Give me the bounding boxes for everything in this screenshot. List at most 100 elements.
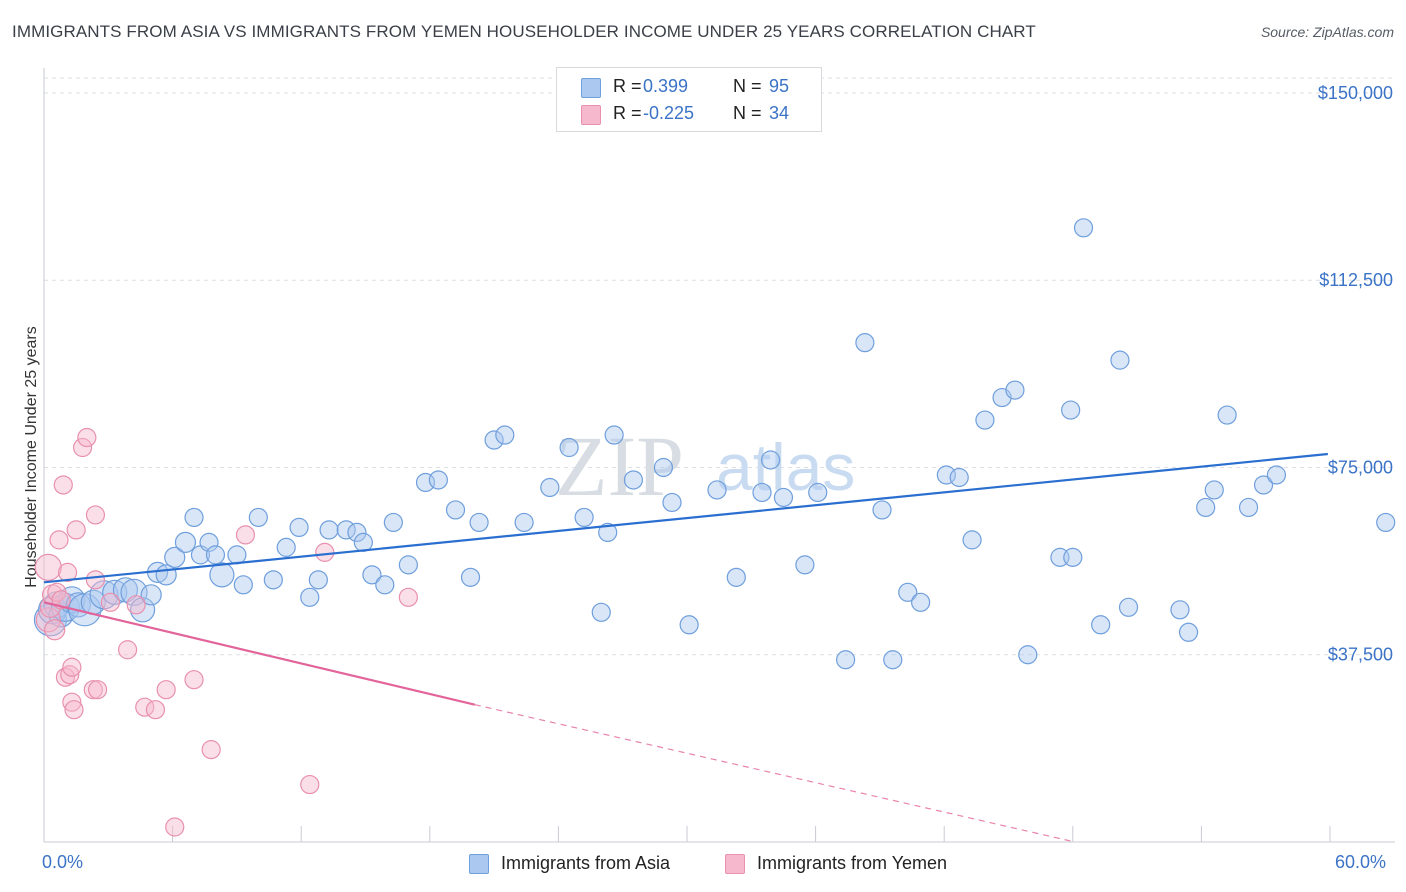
source-label: Source: ZipAtlas.com — [1260, 24, 1394, 40]
asia-point — [726, 567, 746, 587]
y-tick-labels: $37,500 $75,000 $112,500 $150,000 — [1318, 83, 1393, 665]
bottom-legend-swatch-yemen — [725, 854, 745, 874]
asia-point — [795, 555, 815, 575]
yemen-point — [201, 740, 221, 760]
asia-point — [347, 522, 367, 543]
asia-point — [495, 425, 515, 445]
yemen-point — [126, 595, 146, 615]
asia-point — [1073, 218, 1094, 238]
asia-point — [559, 437, 579, 458]
chart-title: IMMIGRANTS FROM ASIA VS IMMIGRANTS FROM … — [12, 22, 1036, 41]
asia-point — [760, 450, 781, 470]
legend-swatch-asia — [581, 78, 601, 98]
legend-n-value-yemen: 34 — [769, 103, 790, 123]
asia-point — [1217, 405, 1237, 425]
asia-point — [120, 578, 148, 606]
legend-n-value-asia: 95 — [769, 76, 790, 96]
asia-point — [855, 333, 875, 353]
yemen-point — [184, 670, 204, 690]
asia-point — [1376, 512, 1396, 533]
x-tick-label-min: 0.0% — [42, 852, 84, 872]
asia-point — [263, 570, 283, 590]
asia-point — [248, 507, 268, 528]
asia-point — [233, 575, 253, 595]
yemen-trend-line-extension — [474, 704, 1076, 843]
asia-point — [653, 457, 674, 478]
asia-point — [1063, 547, 1083, 567]
asia-point — [1266, 465, 1287, 485]
yemen-point — [315, 542, 335, 562]
asia-point — [383, 512, 403, 533]
yemen-point — [44, 619, 66, 641]
yemen-point — [165, 817, 185, 837]
asia-point — [308, 570, 328, 590]
asia-point — [362, 565, 382, 585]
yemen-point — [49, 530, 69, 550]
asia-trend-line — [43, 452, 1328, 584]
yemen-trend-line — [43, 601, 476, 706]
asia-point — [445, 500, 466, 520]
asia-point — [1018, 645, 1038, 665]
asia-point — [460, 567, 481, 587]
watermark-atlas: atlas — [716, 430, 855, 504]
yemen-point — [235, 525, 256, 545]
y-tick-label: $112,500 — [1319, 270, 1393, 290]
yemen-point — [34, 553, 62, 581]
yemen-point — [72, 437, 93, 458]
asia-point — [102, 579, 128, 605]
asia-point — [1170, 600, 1190, 620]
asia-point — [540, 477, 560, 498]
asia-point — [1238, 497, 1259, 518]
y-tick-label: $37,500 — [1328, 645, 1393, 665]
asia-point — [1204, 480, 1224, 500]
axes — [43, 68, 1395, 843]
yemen-point — [77, 427, 97, 448]
asia-point — [1061, 400, 1081, 420]
asia-point — [514, 512, 534, 533]
asia-point — [319, 520, 339, 540]
asia-point — [574, 507, 594, 528]
legend-n-label: N = — [733, 76, 762, 96]
asia-point — [707, 480, 727, 500]
asia-point — [808, 482, 828, 503]
asia-point — [276, 537, 296, 557]
yemen-point — [85, 570, 106, 590]
yemen-point — [57, 562, 78, 582]
asia-point — [1091, 615, 1111, 635]
asia-point — [872, 500, 892, 520]
yemen-point — [62, 657, 82, 677]
asia-point — [1005, 380, 1025, 400]
correlation-legend: R = 0.399 N = 95 R = -0.225 N = 34 — [556, 67, 822, 132]
asia-point — [469, 512, 489, 533]
asia-point — [1118, 597, 1139, 617]
yemen-point — [64, 700, 84, 720]
asia-point — [227, 545, 247, 565]
asia-point — [662, 492, 682, 513]
bottom-legend-label-asia: Immigrants from Asia — [501, 853, 671, 873]
asia-point — [398, 555, 418, 575]
yemen-point — [66, 520, 86, 540]
asia-point — [199, 532, 219, 552]
yemen-point — [62, 692, 82, 712]
y-tick-label: $150,000 — [1318, 83, 1393, 103]
asia-point — [623, 470, 644, 490]
asia-point — [1253, 475, 1274, 495]
asia-point — [883, 650, 903, 670]
asia-point — [184, 507, 204, 528]
asia-point — [752, 482, 772, 503]
legend-n-label: N = — [733, 103, 762, 123]
asia-point — [1110, 350, 1130, 370]
yemen-point — [83, 680, 103, 700]
yemen-point — [117, 640, 138, 660]
asia-point — [484, 430, 504, 450]
yemen-point — [300, 774, 320, 795]
asia-point — [949, 467, 969, 488]
legend-r-value-yemen: -0.225 — [643, 103, 695, 123]
legend-swatch-yemen — [581, 105, 601, 125]
asia-point — [1196, 497, 1216, 518]
trend-lines — [43, 452, 1328, 843]
asia-point — [679, 615, 699, 635]
yemen-point — [87, 680, 108, 700]
yemen-point — [398, 587, 418, 607]
